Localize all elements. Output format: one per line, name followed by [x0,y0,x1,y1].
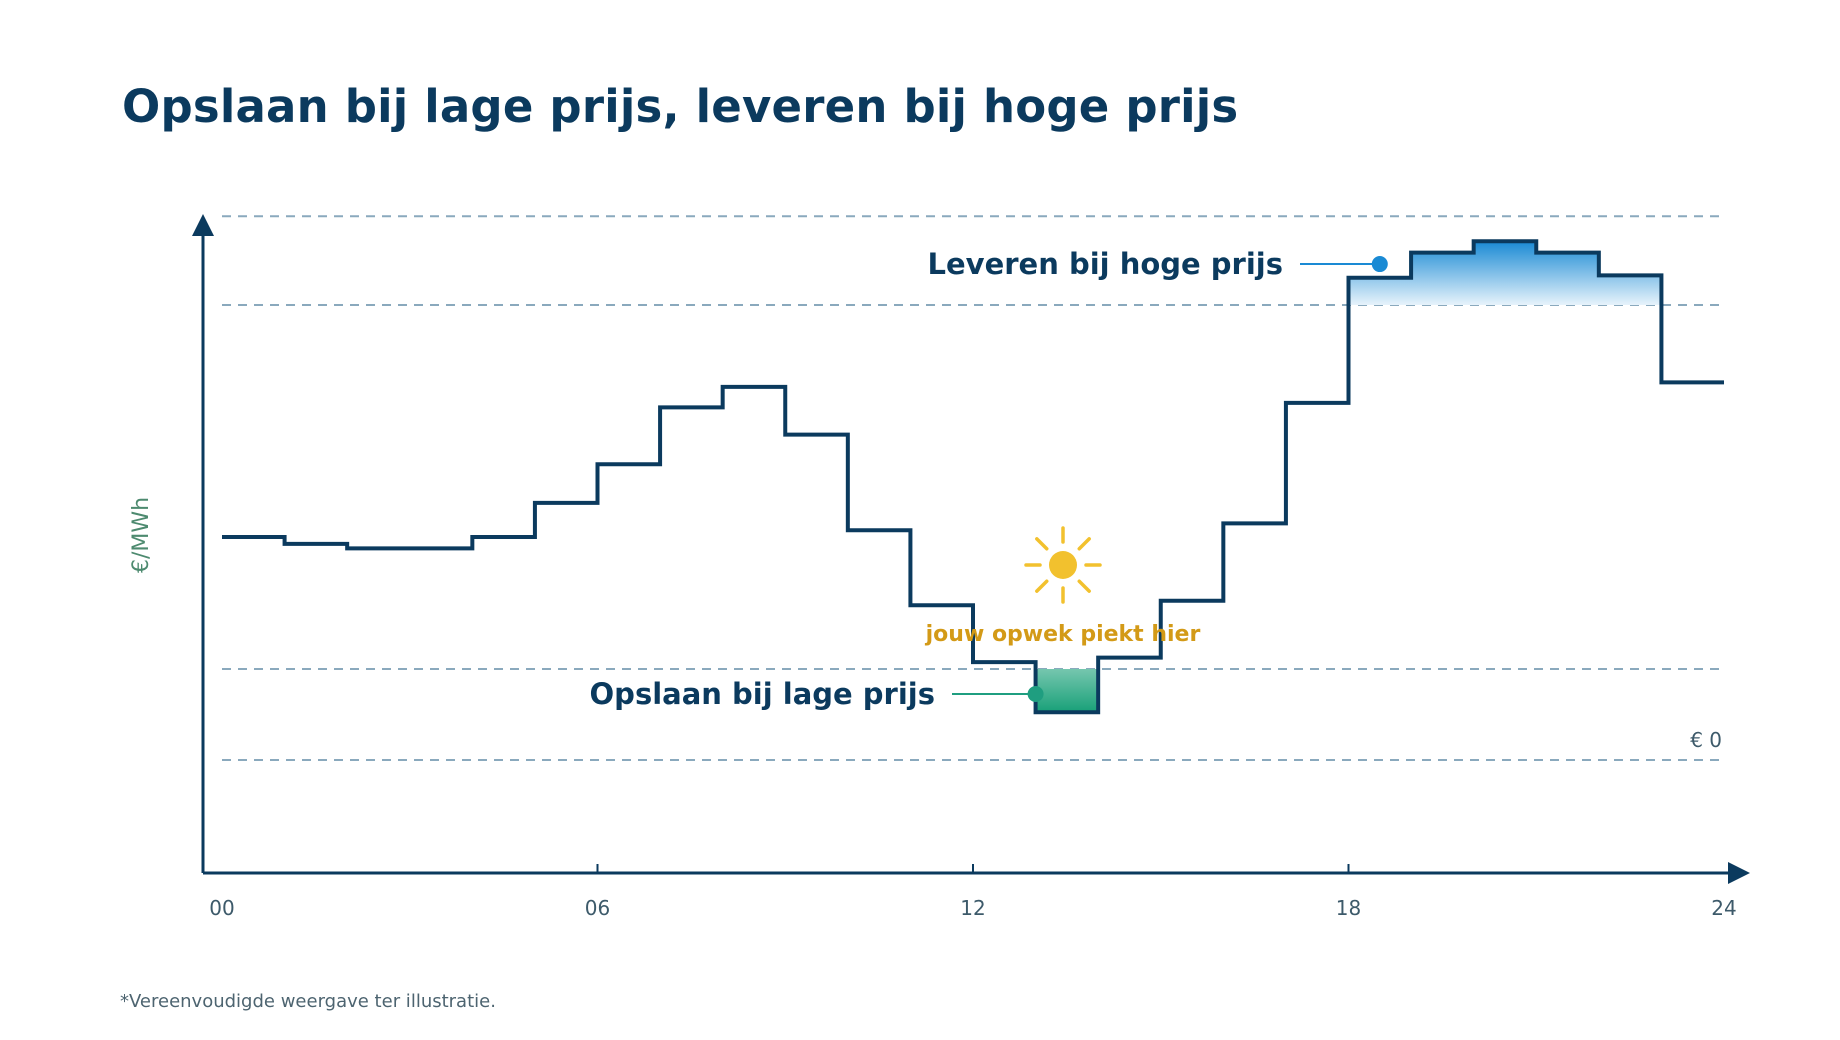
high-price-delivery-area [1348,241,1662,305]
x-tick-label: 00 [209,896,234,920]
zero-line-label: € 0 [1690,728,1722,752]
x-tick-label: 18 [1336,896,1361,920]
sun-ray [1035,579,1049,593]
low-price-marker [1027,686,1044,703]
y-axis [192,214,214,873]
x-axis-arrow [1728,862,1750,884]
high-price-annotation: Leveren bij hoge prijs [928,247,1388,281]
sun-icon [1024,526,1102,604]
x-tick-label: 12 [960,896,985,920]
high-price-label: Leveren bij hoge prijs [928,247,1283,281]
sun-ray [1035,537,1049,551]
low-price-annotation: Opslaan bij lage prijs [590,677,1044,711]
y-axis-label: €/MWh [129,497,154,573]
low-price-label: Opslaan bij lage prijs [590,677,935,711]
y-axis-arrow [192,214,214,236]
solar-peak-label: jouw opwek piekt hier [925,622,1201,647]
price-step-line [222,239,1724,715]
x-tick-label: 24 [1711,896,1736,920]
page-title: Opslaan bij lage prijs, leveren bij hoge… [122,80,1239,133]
sun-ray [1077,537,1091,551]
sun-ray [1077,579,1091,593]
footnote: *Vereenvoudigde weergave ter illustratie… [120,991,496,1012]
high-price-marker [1371,256,1388,273]
x-tick-label: 06 [585,896,610,920]
sun-core [1049,551,1077,579]
x-axis: 00 06 12 18 24 [203,862,1750,920]
